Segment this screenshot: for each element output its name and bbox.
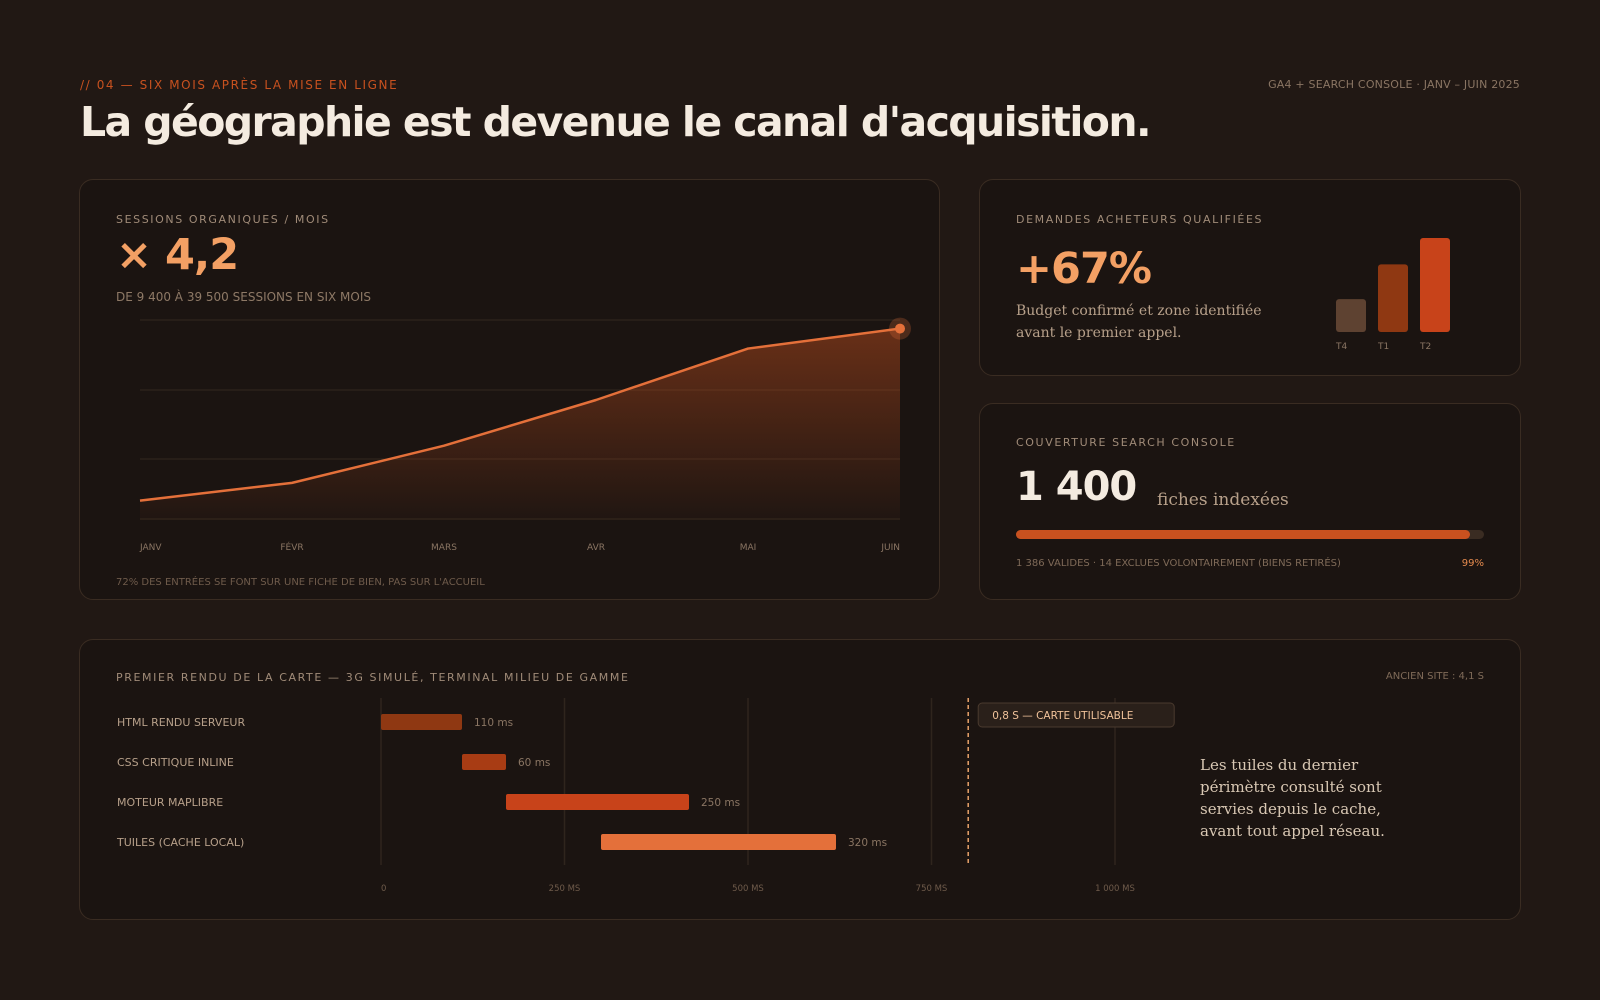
demandes-bar: [1336, 299, 1366, 332]
section-kicker: // 04 — SIX MOIS APRÈS LA MISE EN LIGNE: [80, 78, 399, 92]
x-tick-label: MAI: [740, 543, 757, 553]
coverage-percent: 99%: [1461, 558, 1484, 569]
demandes-card: DEMANDES ACHETEURS QUALIFIÉES +67% Budge…: [979, 179, 1521, 376]
coverage-progress-track: [1016, 530, 1484, 539]
x-tick-label: JUIN: [880, 543, 900, 553]
sessions-line-chart: JANV FÉVR MARS AVR MAI JUIN: [139, 317, 911, 553]
bar-category-label: T4: [1335, 342, 1347, 352]
sessions-footnote: 72% DES ENTRÉES SE FONT SUR UNE FICHE DE…: [116, 577, 485, 588]
sessions-subtitle: DE 9 400 À 39 500 SESSIONS EN SIX MOIS: [116, 290, 371, 304]
data-source: GA4 + SEARCH CONSOLE · JANV – JUIN 2025: [1268, 78, 1520, 91]
page-title: La géographie est devenue le canal d'acq…: [80, 98, 1152, 146]
render-bar: [381, 714, 462, 730]
coverage-unit: fiches indexées: [1157, 490, 1289, 510]
bar-value-label: 250 ms: [701, 797, 740, 809]
bar-category-label: T1: [1377, 342, 1389, 352]
bar-category-label: T2: [1419, 342, 1431, 352]
x-tick-label: AVR: [587, 543, 605, 553]
row-label: MOTEUR MAPLIBRE: [117, 796, 223, 809]
x-tick-label: 0: [381, 884, 386, 894]
bar-value-label: 60 ms: [518, 757, 550, 769]
render-note: Les tuiles du dernier périmètre consulté…: [1200, 756, 1385, 840]
render-card-label: PREMIER RENDU DE LA CARTE — 3G SIMULÉ, T…: [116, 671, 630, 684]
milestone-label: 0,8 S — CARTE UTILISABLE: [992, 710, 1133, 722]
old-site-time: ANCIEN SITE : 4,1 S: [1385, 671, 1484, 682]
coverage-progress-fill: [1016, 530, 1470, 539]
coverage-detail: 1 386 VALIDES · 14 EXCLUES VOLONTAIREMEN…: [1016, 558, 1341, 569]
row-label: HTML RENDU SERVEUR: [117, 716, 245, 729]
render-bar: [462, 754, 506, 770]
render-bar: [506, 794, 689, 810]
demandes-bar: [1420, 238, 1450, 332]
sessions-line: [139, 327, 901, 502]
row-label: CSS CRITIQUE INLINE: [117, 756, 234, 769]
demandes-description: Budget confirmé et zone identifiée avant…: [1016, 303, 1262, 341]
row-label: TUILES (CACHE LOCAL): [116, 836, 244, 849]
sessions-multiplier: × 4,2: [116, 230, 239, 280]
demandes-bar-chart: T4 T1 T2: [1335, 238, 1450, 352]
x-tick-label: 500 MS: [732, 884, 764, 894]
x-tick-label: 1 000 MS: [1095, 884, 1135, 894]
render-waterfall-chart: 0 250 MS 500 MS 750 MS 1 000 MS 0,8 S — CARTE…: [116, 698, 1175, 894]
render-card: PREMIER RENDU DE LA CARTE — 3G SIMULÉ, T…: [79, 639, 1521, 920]
sessions-card: SESSIONS ORGANIQUES / MOIS × 4,2 DE 9 40…: [79, 179, 940, 600]
render-bar: [601, 834, 836, 850]
x-tick-label: FÉVR: [280, 541, 303, 553]
coverage-card-label: COUVERTURE SEARCH CONSOLE: [1016, 436, 1236, 449]
coverage-card: COUVERTURE SEARCH CONSOLE 1 400 fiches i…: [979, 403, 1521, 600]
x-tick-label: MARS: [431, 543, 457, 553]
bar-value-label: 320 ms: [848, 837, 887, 849]
x-tick-label: 250 MS: [549, 884, 581, 894]
sessions-card-label: SESSIONS ORGANIQUES / MOIS: [116, 213, 330, 226]
x-tick-label: JANV: [139, 543, 162, 553]
demandes-card-label: DEMANDES ACHETEURS QUALIFIÉES: [1016, 213, 1264, 226]
bar-value-label: 110 ms: [474, 717, 513, 729]
milestone-badge: [977, 702, 1175, 728]
data-point: [895, 323, 905, 334]
demandes-growth: +67%: [1016, 244, 1152, 294]
demandes-bar: [1378, 264, 1408, 332]
x-tick-label: 750 MS: [916, 884, 948, 894]
sessions-area: [140, 328, 900, 520]
coverage-count: 1 400: [1016, 464, 1137, 510]
